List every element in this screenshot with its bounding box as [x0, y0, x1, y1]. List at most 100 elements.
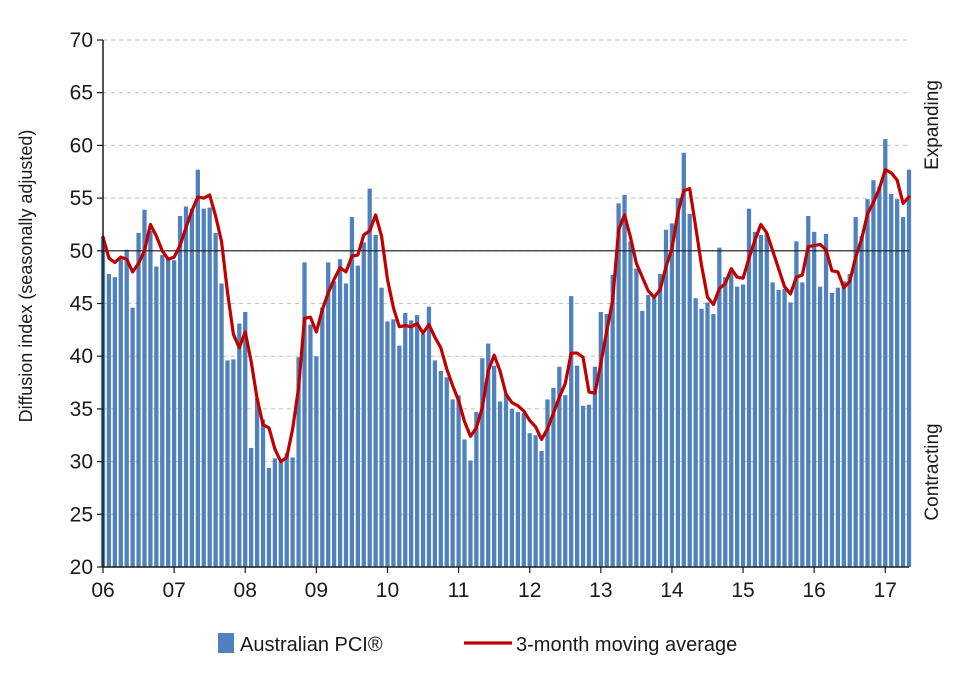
- y-tick-label: 25: [70, 503, 93, 526]
- x-tick-label: 09: [305, 579, 328, 602]
- bar: [634, 268, 639, 567]
- bar: [527, 433, 532, 567]
- bar: [462, 439, 467, 567]
- bar: [746, 208, 752, 567]
- x-tick-label: 17: [874, 579, 897, 602]
- bar: [183, 206, 189, 568]
- bar: [189, 208, 195, 567]
- x-tick-label: 12: [518, 579, 541, 602]
- bar: [106, 273, 112, 567]
- y-tick-label: 45: [70, 293, 93, 316]
- bar: [450, 399, 455, 567]
- y-tick-label: 35: [70, 398, 93, 421]
- y-tick-label: 40: [70, 345, 93, 368]
- bar: [314, 356, 319, 567]
- bar: [213, 232, 218, 567]
- bar: [142, 209, 147, 567]
- bar: [403, 312, 408, 567]
- bar: [557, 366, 562, 567]
- bar: [533, 435, 538, 567]
- bar: [681, 152, 686, 567]
- bar-series: [100, 139, 912, 568]
- x-tick-label: 11: [448, 579, 470, 602]
- y-tick-labels: 20 25 30 35 40 45 50 55 60 65 70: [70, 29, 103, 579]
- bar: [758, 234, 763, 568]
- bar: [640, 310, 645, 567]
- bar: [841, 281, 846, 567]
- bar: [497, 401, 503, 567]
- y-tick-label: 60: [70, 134, 93, 157]
- bar: [124, 249, 129, 567]
- bar: [652, 297, 657, 567]
- bar: [367, 188, 372, 567]
- bar: [397, 345, 402, 567]
- bar: [480, 358, 485, 567]
- bar: [628, 241, 633, 567]
- bar: [563, 395, 568, 567]
- y-tick-label: 30: [70, 451, 93, 474]
- bar: [237, 323, 242, 567]
- x-tick-labels: 06 07 08 09 10 11 12 13 14 15 16 17: [91, 567, 897, 602]
- bar: [278, 461, 283, 567]
- bar: [320, 307, 325, 567]
- bar: [574, 365, 580, 567]
- bar: [166, 257, 171, 567]
- bar: [663, 229, 669, 567]
- x-tick-label: 10: [376, 579, 399, 602]
- bar: [426, 306, 432, 567]
- bar: [148, 230, 153, 568]
- bar: [604, 314, 609, 567]
- bar: [610, 275, 615, 567]
- bar: [788, 302, 793, 567]
- bar: [675, 198, 681, 567]
- x-tick-label: 16: [802, 579, 825, 602]
- bar: [420, 334, 426, 567]
- bar: [551, 387, 556, 567]
- bar: [231, 359, 236, 567]
- bar: [492, 365, 497, 567]
- bar: [266, 467, 272, 567]
- y-axis-label: Diffusion index (seasonally adjusted): [16, 130, 36, 423]
- expanding-label: Expanding: [922, 80, 943, 170]
- bar: [592, 366, 598, 567]
- bar: [752, 231, 758, 567]
- legend-bar-swatch: [218, 633, 234, 653]
- bar: [331, 281, 337, 567]
- bar: [657, 273, 663, 567]
- bar: [646, 295, 651, 567]
- bar: [569, 296, 574, 567]
- bar: [835, 287, 841, 567]
- bar: [812, 231, 817, 567]
- bar: [414, 315, 420, 567]
- bar: [669, 223, 675, 567]
- y-tick-label: 70: [70, 29, 93, 52]
- x-tick-label: 08: [234, 579, 257, 602]
- bar: [900, 217, 906, 567]
- bar: [201, 208, 206, 567]
- bar: [598, 311, 603, 567]
- bar: [865, 199, 870, 568]
- bar: [847, 273, 852, 567]
- bar: [545, 399, 550, 567]
- bar: [373, 234, 378, 568]
- legend-line-label: 3-month moving average: [516, 634, 737, 656]
- y-tick-label: 65: [70, 82, 93, 105]
- bar: [829, 292, 835, 567]
- bar: [794, 241, 799, 567]
- bar: [711, 314, 716, 567]
- bar: [503, 394, 509, 567]
- bar: [444, 377, 449, 567]
- bar: [409, 320, 414, 567]
- bar: [693, 298, 698, 567]
- bar: [895, 199, 900, 568]
- y-tick-label: 55: [70, 187, 93, 210]
- bar: [385, 321, 390, 567]
- x-tick-label: 13: [589, 579, 612, 602]
- bar: [853, 217, 858, 567]
- bar: [806, 216, 811, 567]
- bar: [800, 282, 805, 567]
- bar: [225, 360, 230, 567]
- bar: [171, 260, 177, 567]
- bar: [249, 447, 254, 567]
